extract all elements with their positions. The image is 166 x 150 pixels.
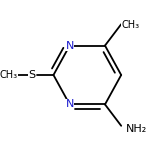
Text: NH₂: NH₂ [126,124,147,134]
Text: CH₃: CH₃ [0,70,17,80]
Text: CH₃: CH₃ [121,20,139,30]
Text: N: N [65,40,74,51]
Text: S: S [29,70,36,80]
Text: N: N [65,99,74,110]
